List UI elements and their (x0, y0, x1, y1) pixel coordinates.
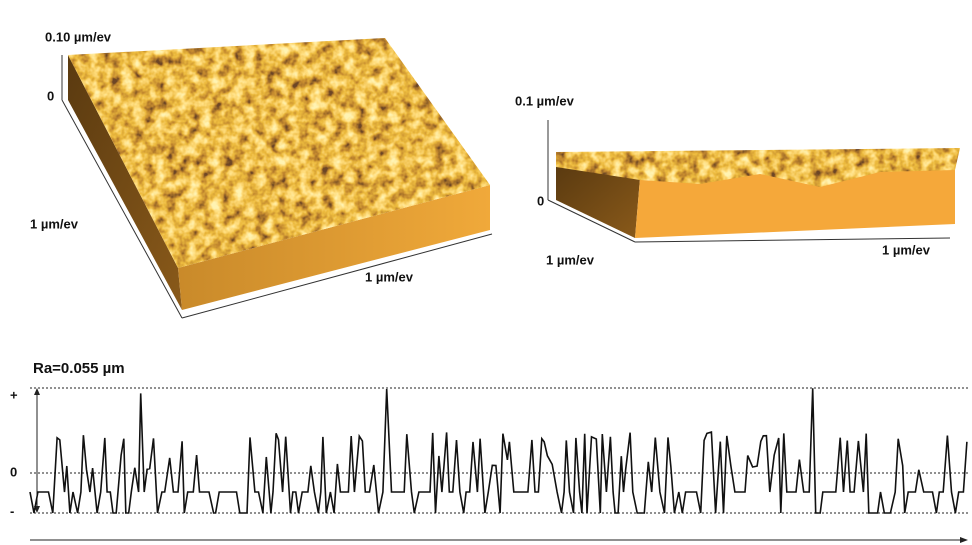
x-axis (635, 238, 950, 242)
arrow-head (34, 388, 40, 395)
roughness-profile: Ra=0.055 µm + 0 - (10, 360, 968, 543)
profile-title: Ra=0.055 µm (33, 360, 125, 377)
plus-label: + (10, 387, 18, 402)
x-label: 1 µm/ev (365, 269, 414, 284)
y-label: 1 µm/ev (30, 216, 79, 231)
y-label: 1 µm/ev (546, 252, 595, 267)
figure: 0.10 µm/ev 0 1 µm/ev 1 µm/ev 0.1 µm/ev 0… (0, 0, 972, 545)
z-label: 0.10 µm/ev (45, 29, 112, 44)
surface-3d-side: 0.1 µm/ev 0 1 µm/ev 1 µm/ev (515, 93, 960, 267)
arrow-head (960, 537, 968, 543)
z-zero: 0 (537, 193, 544, 208)
x-label: 1 µm/ev (882, 242, 931, 257)
minus-label: - (10, 503, 14, 518)
z-label: 0.1 µm/ev (515, 93, 575, 108)
surface-3d-top: 0.10 µm/ev 0 1 µm/ev 1 µm/ev (30, 29, 492, 318)
z-zero: 0 (47, 88, 54, 103)
profile-trace (30, 388, 967, 513)
zero-label: 0 (10, 464, 17, 479)
